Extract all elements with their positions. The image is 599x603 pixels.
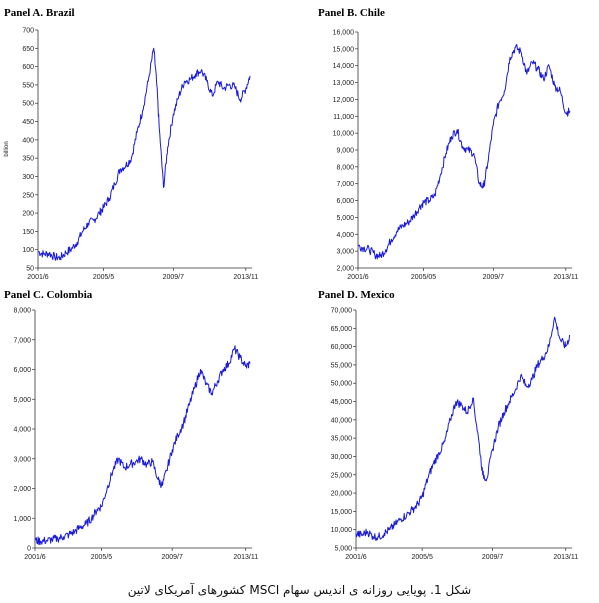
series-line [37, 47, 251, 261]
y-tick-label: 9,000 [336, 148, 354, 155]
figure-caption: شکل 1. پویایی روزانه ی اندیس سهام MSCI ک… [127, 583, 472, 597]
y-tick-label: 5,000 [334, 546, 352, 553]
y-tick-label: 25,000 [331, 472, 353, 479]
chart-panel: Panel C. Colombia 0 1,000 2,000 3,000 4,000 5,… [4, 289, 258, 561]
y-tick-label: 100 [22, 247, 34, 254]
y-tick-label: 2,000 [336, 266, 354, 273]
y-tick-label: 13,000 [333, 80, 355, 87]
y-tick-label: 700 [22, 28, 34, 35]
y-tick-label: 4,000 [13, 427, 31, 434]
x-tick-label: 2013/11 [233, 274, 258, 281]
y-tick-label: 60,000 [331, 344, 353, 351]
y-tick-label: 14,000 [333, 63, 355, 70]
chart-panel: Panel B. Chile 2,000 3,000 4,000 5,000 6,000 7… [318, 7, 578, 281]
y-tick-label: 3,000 [13, 456, 31, 463]
y-tick-label: 350 [22, 156, 34, 163]
y-tick-label: 250 [22, 192, 34, 199]
series-line [34, 345, 251, 546]
x-tick-label: 2001/6 [345, 554, 367, 561]
y-tick-label: 500 [22, 101, 34, 108]
y-tick-label: 11,000 [333, 114, 354, 121]
chart-panel: Panel A. Brazil 50 100 150 200 250 300 350 400 45… [4, 7, 258, 281]
x-tick-label: 2001/6 [24, 554, 46, 561]
y-tick-label: 600 [22, 64, 34, 71]
y-tick-label: 3,000 [336, 249, 354, 256]
y-tick-label: 400 [22, 137, 34, 144]
y-tick-label: 650 [22, 46, 34, 53]
y-tick-label: 45,000 [331, 399, 353, 406]
y-tick-label: 5,000 [13, 397, 31, 404]
y-tick-label: 6,000 [336, 198, 354, 205]
y-tick-label: 150 [22, 229, 34, 236]
chart-title: Panel C. Colombia [4, 289, 93, 301]
x-tick-label: 2013/11 [553, 554, 578, 561]
x-tick-label: 2005/05 [411, 274, 436, 281]
y-tick-label: 7,000 [336, 181, 354, 188]
y-tick-label: 50 [26, 266, 34, 273]
x-tick-label: 2005/5 [93, 274, 115, 281]
chart-title: Panel D. Mexico [318, 289, 395, 301]
y-tick-label: 30,000 [331, 454, 353, 461]
x-tick-label: 2009/7 [163, 274, 185, 281]
y-tick-label: 65,000 [331, 326, 353, 333]
y-tick-label: 6,000 [13, 367, 31, 374]
y-tick-label: 12,000 [333, 97, 355, 104]
y-tick-label: 55,000 [331, 362, 353, 369]
y-tick-label: 550 [22, 82, 34, 89]
y-tick-label: 300 [22, 174, 34, 181]
x-tick-label: 2013/11 [553, 274, 578, 281]
x-tick-label: 2005/5 [411, 554, 433, 561]
x-tick-label: 2009/7 [483, 274, 505, 281]
y-tick-label: 0 [27, 546, 31, 553]
y-tick-label: 7,000 [13, 337, 31, 344]
y-tick-label: 450 [22, 119, 34, 126]
y-tick-label: 40,000 [331, 417, 353, 424]
y-tick-label: 50,000 [331, 381, 353, 388]
y-tick-label: 1,000 [13, 516, 31, 523]
x-tick-label: 2009/7 [161, 554, 183, 561]
x-tick-label: 2001/6 [27, 274, 49, 281]
chart-title: Panel A. Brazil [4, 7, 75, 19]
y-tick-label: 4,000 [336, 232, 354, 239]
series-line [355, 316, 571, 542]
x-tick-label: 2009/7 [482, 554, 504, 561]
y-tick-label: 8,000 [336, 164, 354, 171]
y-tick-label: 200 [22, 211, 34, 218]
y-tick-label: 16,000 [333, 30, 355, 37]
y-tick-label: 35,000 [331, 436, 353, 443]
chart-title: Panel B. Chile [318, 7, 385, 19]
y-tick-label: 10,000 [333, 131, 355, 138]
y-tick-label: 70,000 [331, 308, 353, 315]
y-tick-label: 2,000 [13, 486, 31, 493]
y-tick-label: 8,000 [13, 308, 31, 315]
x-tick-label: 2001/6 [347, 274, 369, 281]
y-tick-label: 15,000 [333, 46, 355, 53]
x-tick-label: 2005/5 [91, 554, 113, 561]
y-axis-label: billion [4, 141, 10, 156]
series-line [357, 44, 571, 260]
y-tick-label: 20,000 [331, 491, 353, 498]
y-tick-label: 15,000 [331, 509, 353, 516]
chart-panel: Panel D. Mexico 5,000 10,000 15,000 20,000 25… [318, 289, 578, 561]
y-tick-label: 5,000 [336, 215, 354, 222]
x-tick-label: 2013/11 [233, 554, 258, 561]
y-tick-label: 10,000 [331, 527, 353, 534]
